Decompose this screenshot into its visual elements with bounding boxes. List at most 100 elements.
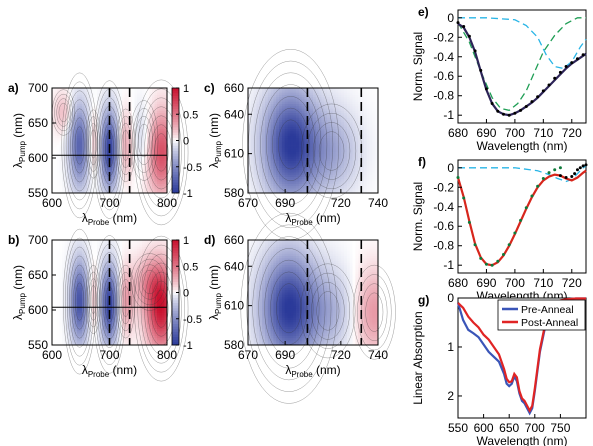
heatmap-cell (164, 170, 168, 173)
heatmap-cell (99, 240, 103, 243)
heatmap-cell (82, 113, 85, 116)
heatmap-cell (152, 340, 155, 344)
heatmap-cell (54, 267, 58, 271)
heatmap-cell (89, 181, 93, 185)
heatmap-cell (259, 119, 263, 123)
heatmap-cell (107, 338, 110, 341)
heatmap-cell (164, 99, 168, 103)
heatmap-cell (124, 108, 128, 112)
heatmap-cell (52, 103, 55, 107)
heatmap-cell (267, 186, 272, 189)
heatmap-cell (67, 161, 70, 164)
heatmap-cell (97, 333, 100, 337)
heatmap-cell (104, 103, 108, 107)
heatmap-cell (69, 262, 73, 266)
heatmap-cell (137, 172, 140, 176)
heatmap-cell (109, 242, 113, 245)
heatmap-cell (159, 342, 163, 346)
heatmap-cell (132, 244, 135, 248)
heatmap-cell (114, 310, 118, 314)
heatmap-cell (124, 269, 128, 273)
heatmap-cell (154, 242, 158, 245)
heatmap-cell (99, 310, 103, 314)
heatmap-cell (62, 267, 65, 271)
heatmap-cell (124, 276, 128, 280)
heatmap-cell (62, 244, 65, 248)
heatmap-cell (59, 167, 63, 171)
heatmap-cell (102, 97, 105, 100)
heatmap-cell (54, 103, 58, 107)
heatmap-cell (52, 249, 55, 252)
heatmap-cell (92, 324, 95, 328)
heatmap-cell (64, 262, 68, 266)
heatmap-cell (267, 172, 272, 176)
heatmap-cell (74, 140, 78, 144)
heatmap-cell (89, 301, 93, 305)
heatmap-cell (142, 331, 145, 334)
heatmap-cell (84, 183, 88, 187)
heatmap-cell (72, 283, 75, 287)
heatmap-cell (104, 110, 108, 114)
heatmap-cell (99, 188, 103, 192)
heatmap-cell (276, 106, 280, 109)
heatmap-cell (54, 324, 58, 328)
heatmap-cell (69, 292, 73, 296)
heatmap-cell (159, 101, 163, 105)
heatmap-cell (164, 322, 168, 325)
heatmap-cell (154, 276, 158, 280)
heatmap-cell (162, 101, 165, 105)
heatmap-cell (259, 161, 263, 164)
heatmap-cell (87, 174, 90, 178)
heatmap-cell (162, 174, 165, 178)
heatmap-cell (142, 271, 145, 275)
heatmap-cell (129, 110, 133, 114)
heatmap-cell (137, 108, 140, 112)
heatmap-cell (67, 308, 70, 312)
heatmap-cell (59, 276, 63, 280)
heatmap-cell (77, 315, 80, 319)
heatmap-cell (92, 329, 95, 332)
heatmap-cell (164, 301, 168, 305)
heatmap-cell (107, 190, 110, 194)
heatmap-cell (129, 88, 133, 91)
heatmap-cell (264, 181, 269, 185)
heatmap-cell (276, 119, 280, 123)
heatmap-cell (74, 158, 78, 162)
colorbar-segment (172, 127, 179, 131)
heatmap-cell (54, 113, 58, 116)
heatmap-cell (84, 283, 88, 287)
heatmap-cell (250, 94, 255, 98)
heatmap-cell (94, 276, 98, 280)
heatmap-cell (112, 292, 115, 296)
heatmap-cell (164, 249, 168, 252)
heatmap-cell (52, 299, 55, 303)
heatmap-cell (82, 108, 85, 112)
heatmap-cell (149, 145, 153, 148)
heatmap-cell (164, 142, 168, 146)
heatmap-cell (154, 308, 158, 312)
heatmap-cell (79, 170, 83, 173)
heatmap-cell (84, 267, 88, 271)
heatmap-cell (79, 172, 83, 176)
heatmap-cell (72, 331, 75, 334)
heatmap-cell (102, 158, 105, 162)
heatmap-cell (107, 110, 110, 114)
heatmap-cell (52, 115, 55, 119)
heatmap-cell (97, 113, 100, 116)
heatmap-cell (69, 342, 73, 346)
heatmap-cell (84, 163, 88, 167)
heatmap-cell (74, 108, 78, 112)
x-axis-label: λProbe (nm) (82, 363, 137, 379)
heatmap-cell (82, 161, 85, 164)
heatmap-cell (142, 255, 145, 259)
heatmap-cell (144, 181, 148, 185)
heatmap-cell (107, 131, 110, 135)
heatmap-cell (159, 142, 163, 146)
heatmap-cell (279, 140, 283, 144)
heatmap-cell (109, 122, 113, 125)
heatmap-cell (99, 119, 103, 123)
heatmap-cell (149, 271, 153, 275)
heatmap-cell (147, 326, 150, 330)
heatmap-cell (94, 317, 98, 321)
heatmap-cell (59, 340, 63, 344)
